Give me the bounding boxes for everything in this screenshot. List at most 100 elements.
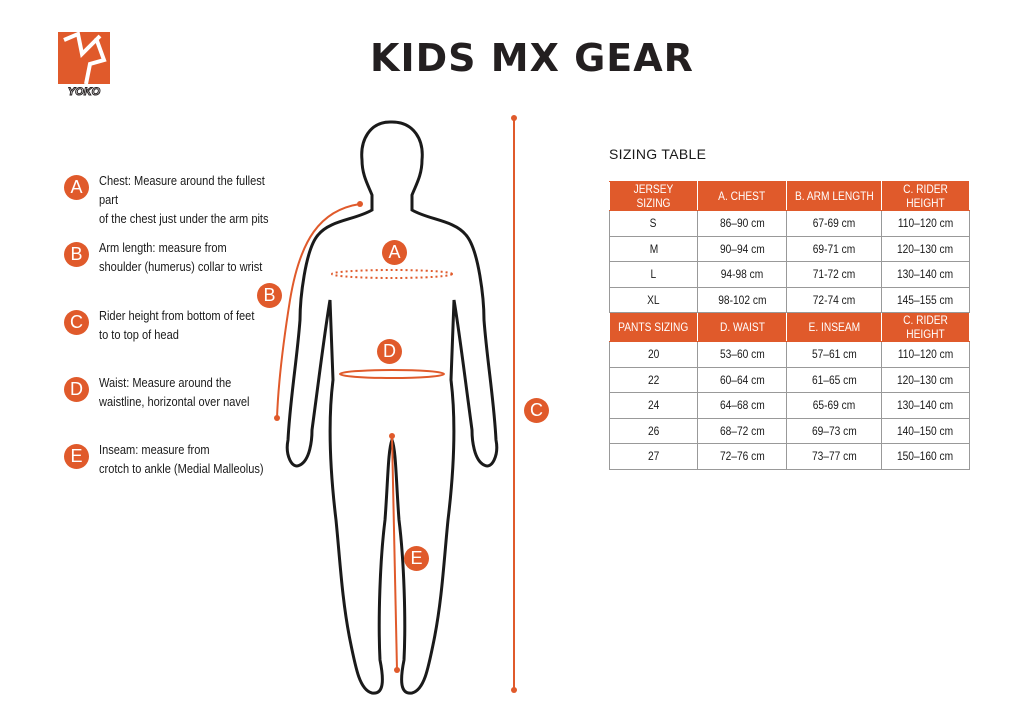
table-cell: 57–61 cm bbox=[786, 341, 882, 368]
cell-text: 24 bbox=[647, 398, 660, 413]
cell-text: 68–72 cm bbox=[719, 423, 765, 438]
cell-text: D. WAIST bbox=[719, 320, 765, 334]
cell-text: JERSEY SIZING bbox=[633, 182, 674, 210]
table-cell: XL bbox=[609, 286, 698, 313]
cell-text: 57–61 cm bbox=[811, 347, 857, 362]
table-cell: 120–130 cm bbox=[881, 235, 970, 262]
column-header: C. RIDER HEIGHT bbox=[881, 181, 970, 211]
cell-text: A. CHEST bbox=[718, 189, 766, 203]
table-cell: 86–90 cm bbox=[697, 210, 787, 237]
table-cell: 98-102 cm bbox=[697, 286, 787, 313]
table-cell: L bbox=[609, 261, 698, 288]
table-cell: 24 bbox=[609, 392, 698, 419]
cell-text: 72–76 cm bbox=[719, 449, 765, 464]
cell-text: 110–120 cm bbox=[897, 216, 954, 231]
table-cell: M bbox=[609, 235, 698, 262]
table-cell: 110–120 cm bbox=[881, 210, 970, 237]
cell-text: 86–90 cm bbox=[719, 216, 765, 231]
cell-text: 53–60 cm bbox=[719, 347, 765, 362]
table-header-row: PANTS SIZING D. WAIST E. INSEAM C. RIDER HE… bbox=[609, 312, 970, 342]
table-cell: 72-74 cm bbox=[786, 286, 882, 313]
table-cell: 67-69 cm bbox=[786, 210, 882, 237]
figure-marker-e: E bbox=[404, 546, 429, 571]
cell-text: 98-102 cm bbox=[717, 292, 767, 307]
cell-text: 120–130 cm bbox=[897, 241, 954, 256]
table-cell: 145–155 cm bbox=[881, 286, 970, 313]
cell-text: 150–160 cm bbox=[897, 449, 954, 464]
legend-rider-height: C Rider height from bottom of feet to to … bbox=[64, 308, 319, 344]
table-cell: 94-98 cm bbox=[697, 261, 787, 288]
cell-text: XL bbox=[647, 292, 660, 307]
body-silhouette bbox=[274, 115, 517, 695]
table-cell: 69–73 cm bbox=[786, 417, 882, 444]
legend-badge-e: E bbox=[64, 444, 89, 469]
legend-text: Inseam: measure from crotch to ankle (Me… bbox=[99, 442, 264, 476]
cell-text: 130–140 cm bbox=[897, 267, 954, 282]
cell-text: 20 bbox=[647, 347, 660, 362]
cell-text: 65-69 cm bbox=[812, 398, 856, 413]
cell-text: 71-72 cm bbox=[812, 267, 856, 282]
table-cell: 20 bbox=[609, 341, 698, 368]
cell-text: 60–64 cm bbox=[719, 372, 765, 387]
cell-text: 120–130 cm bbox=[897, 372, 954, 387]
table-cell: 26 bbox=[609, 417, 698, 444]
table-cell: 60–64 cm bbox=[697, 366, 787, 393]
table-row: 20 53–60 cm 57–61 cm 110–120 cm bbox=[609, 341, 970, 368]
table-row: XL 98-102 cm 72-74 cm 145–155 cm bbox=[609, 286, 970, 313]
table-cell: 140–150 cm bbox=[881, 417, 970, 444]
table-cell: 22 bbox=[609, 366, 698, 393]
legend-badge-c: C bbox=[64, 310, 89, 335]
figure-marker-a: A bbox=[382, 240, 407, 265]
cell-text: E. INSEAM bbox=[808, 320, 860, 334]
table-cell: 73–77 cm bbox=[786, 443, 882, 470]
cell-text: 69–73 cm bbox=[811, 423, 857, 438]
cell-text: 69-71 cm bbox=[812, 241, 856, 256]
table-cell: 71-72 cm bbox=[786, 261, 882, 288]
cell-text: 67-69 cm bbox=[812, 216, 856, 231]
legend-text: Rider height from bottom of feet to to t… bbox=[99, 308, 255, 342]
legend-inseam: E Inseam: measure from crotch to ankle (M… bbox=[64, 442, 319, 478]
table-row: 27 72–76 cm 73–77 cm 150–160 cm bbox=[609, 443, 970, 470]
cell-text: 61–65 cm bbox=[811, 372, 857, 387]
table-cell: 150–160 cm bbox=[881, 443, 970, 470]
column-header: B. ARM LENGTH bbox=[786, 181, 882, 211]
cell-text: 27 bbox=[647, 449, 660, 464]
table-cell: 68–72 cm bbox=[697, 417, 787, 444]
page-title: KIDS MX GEAR bbox=[370, 36, 694, 80]
table-cell: 130–140 cm bbox=[881, 392, 970, 419]
figure-marker-c: C bbox=[524, 398, 549, 423]
legend-text: Chest: Measure around the fullest part o… bbox=[99, 173, 269, 226]
cell-text: 140–150 cm bbox=[897, 423, 954, 438]
sizing-table-title: SIZING TABLE bbox=[609, 146, 707, 162]
legend-text: Arm length: measure from shoulder (humer… bbox=[99, 240, 263, 274]
table-cell: 61–65 cm bbox=[786, 366, 882, 393]
cell-text: 94-98 cm bbox=[720, 267, 764, 282]
cell-text: 130–140 cm bbox=[897, 398, 954, 413]
figure-marker-b: B bbox=[257, 283, 282, 308]
legend-badge-d: D bbox=[64, 377, 89, 402]
cell-text: L bbox=[650, 267, 657, 282]
table-cell: 90–94 cm bbox=[697, 235, 787, 262]
table-row: 24 64–68 cm 65-69 cm 130–140 cm bbox=[609, 392, 970, 419]
cell-text: 22 bbox=[647, 372, 660, 387]
table-cell: 27 bbox=[609, 443, 698, 470]
table-row: 22 60–64 cm 61–65 cm 120–130 cm bbox=[609, 366, 970, 393]
svg-text:YOKO: YOKO bbox=[68, 86, 101, 98]
cell-text: 64–68 cm bbox=[719, 398, 765, 413]
table-cell: 110–120 cm bbox=[881, 341, 970, 368]
cell-text: PANTS SIZING bbox=[618, 320, 689, 334]
table-row: S 86–90 cm 67-69 cm 110–120 cm bbox=[609, 210, 970, 237]
table-cell: 120–130 cm bbox=[881, 366, 970, 393]
table-cell: 65-69 cm bbox=[786, 392, 882, 419]
cell-text: 26 bbox=[647, 423, 660, 438]
cell-text: 90–94 cm bbox=[719, 241, 765, 256]
cell-text: C. RIDER HEIGHT bbox=[903, 182, 948, 210]
table-cell: S bbox=[609, 210, 698, 237]
table-row: 26 68–72 cm 69–73 cm 140–150 cm bbox=[609, 417, 970, 444]
table-cell: 64–68 cm bbox=[697, 392, 787, 419]
legend-chest: A Chest: Measure around the fullest part … bbox=[64, 173, 319, 228]
column-header: C. RIDER HEIGHT bbox=[881, 312, 970, 342]
column-header: D. WAIST bbox=[697, 312, 787, 342]
table-row: M 90–94 cm 69-71 cm 120–130 cm bbox=[609, 235, 970, 262]
table-header-row: JERSEY SIZING A. CHEST B. ARM LENGTH C. RID… bbox=[609, 181, 970, 211]
